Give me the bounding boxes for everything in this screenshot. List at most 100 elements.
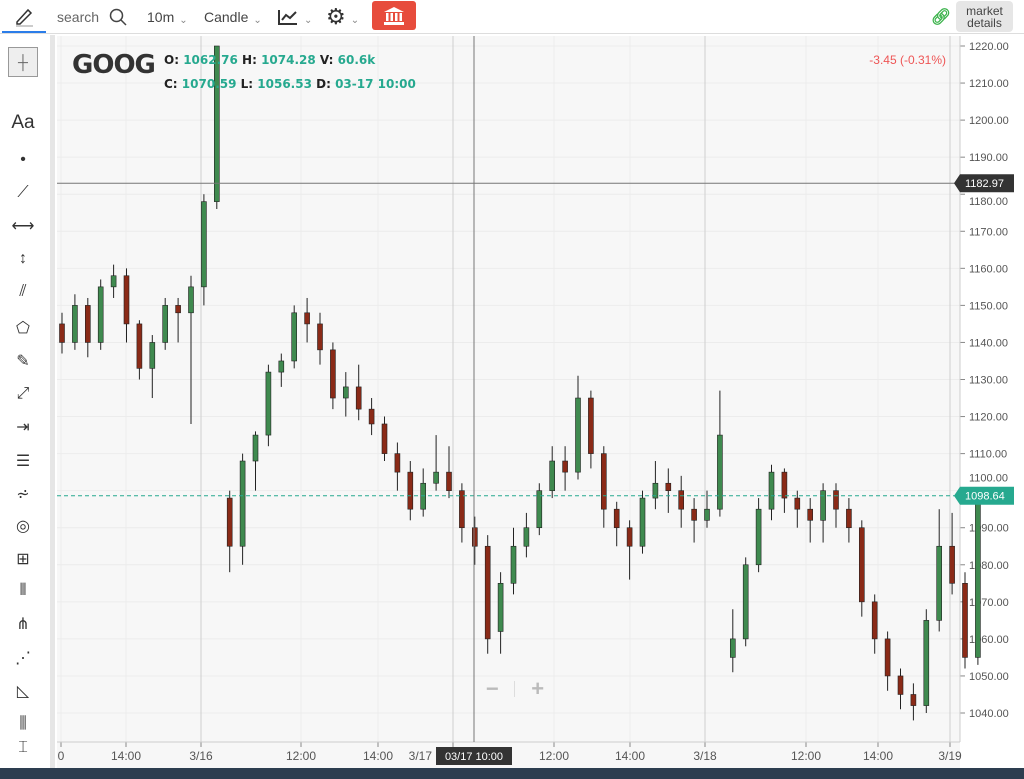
candle-down: [897, 675, 904, 695]
polyline-icon[interactable]: ⬠: [16, 320, 30, 337]
horizontal-line-icon[interactable]: ⟷: [11, 218, 35, 235]
candle-up: [510, 545, 517, 584]
interval-dropdown[interactable]: 10m ⌄: [147, 0, 188, 33]
parallel-channel-icon[interactable]: ⫽: [19, 283, 27, 300]
candle-down: [794, 497, 801, 510]
circles-icon[interactable]: ◎: [16, 518, 30, 535]
vertical-line-icon[interactable]: ↕: [19, 250, 27, 267]
x-tick-label: 14:00: [363, 749, 393, 763]
candle-down: [949, 545, 955, 584]
y-tick-label: 1170.00: [969, 226, 1008, 238]
candle-down: [807, 508, 814, 521]
candle-up: [575, 397, 581, 473]
ray-icon[interactable]: ⤢: [16, 385, 30, 402]
pitchfork-icon[interactable]: ⋔: [16, 616, 30, 633]
candle-down: [59, 323, 65, 343]
high-value: 1074.28: [261, 53, 316, 67]
divider: [514, 681, 516, 697]
chevron-down-icon: ⌄: [253, 15, 262, 26]
close-value: 1070.59: [181, 77, 237, 91]
chevron-down-icon: ⌄: [179, 15, 188, 26]
crosshair-price-badge: [954, 174, 1014, 193]
x-tick-label: 0: [58, 749, 65, 763]
candle-down: [123, 275, 130, 325]
gann-box-icon[interactable]: ⊞: [16, 551, 30, 568]
candle-up: [704, 508, 710, 521]
x-tick-label: 14:00: [615, 749, 645, 763]
horizontal-lines-icon[interactable]: ☰: [15, 453, 31, 470]
chart-area[interactable]: 1040.00 1050.00 1060.00 1070.00 1080.00 1090.…: [57, 36, 1018, 768]
zoom-in-button[interactable]: +: [531, 676, 545, 701]
y-tick-label: 1160.00: [969, 263, 1008, 275]
vertical-lines-icon[interactable]: ⦀: [19, 582, 27, 599]
zoom-out-button[interactable]: −: [485, 676, 499, 701]
candle-up: [149, 342, 156, 369]
x-tick-label: 3/16: [189, 749, 213, 763]
price-chart[interactable]: 1040.00 1050.00 1060.00 1070.00 1080.00 1090.…: [57, 36, 1018, 768]
low-value: 1056.53: [257, 77, 312, 91]
candle-up: [162, 305, 168, 343]
crosshair-time-badge: [436, 747, 512, 765]
studies-dropdown[interactable]: ⌄: [277, 0, 312, 33]
crosshair-icon[interactable]: ┼: [8, 47, 38, 77]
price-change: -3.45 (-0.31%): [869, 53, 946, 67]
candle-up: [72, 305, 78, 343]
y-tick-label: 1110.00: [969, 449, 1007, 461]
candle-up: [536, 490, 543, 529]
cycle-lines-icon[interactable]: ⫼: [19, 715, 27, 732]
candle-down: [471, 527, 478, 547]
trend-line-icon[interactable]: ⟋: [17, 184, 29, 201]
candle-up: [214, 45, 220, 202]
candle-up: [265, 371, 272, 436]
x-tick-label: 3/17: [409, 749, 433, 763]
y-tick-label: 1070.00: [969, 597, 1009, 609]
candle-up: [639, 497, 646, 547]
candle-down: [446, 471, 452, 491]
text-icon[interactable]: •: [20, 151, 26, 168]
x-tick-label: 3/18: [693, 749, 717, 763]
price-range-icon[interactable]: ⌶: [18, 739, 28, 756]
candle-down: [330, 349, 336, 399]
symbol: GOOG: [72, 50, 156, 80]
pencil-icon: [16, 8, 33, 26]
close-label: C:: [164, 77, 178, 91]
fib-fan-icon[interactable]: ⩫: [16, 486, 30, 503]
link-icon: 🔗︎: [930, 8, 952, 26]
candle-up: [936, 545, 943, 621]
candle-down: [459, 490, 465, 529]
bank-button[interactable]: [372, 1, 416, 30]
market-details-button[interactable]: market details: [956, 1, 1013, 32]
candle-down: [858, 527, 865, 603]
search-icon: [109, 8, 127, 26]
bank-icon: [384, 6, 404, 25]
draw-tools-tab[interactable]: [2, 0, 46, 33]
candle-up: [820, 490, 826, 521]
candle-down: [136, 323, 143, 369]
drawing-toolbar: ┼ Aa • ⟋ ⟷ ↕ ⫽ ⬠ ✎ ⤢ ⇥ ☰ ⩫ ◎ ⊞ ⦀ ⋔ ⋰ ◺ ⫼ ⌶: [0, 35, 55, 768]
search-box[interactable]: search: [57, 0, 145, 33]
candle-up: [768, 471, 775, 510]
x-tick-label: 14:00: [111, 749, 141, 763]
candle-down: [613, 508, 620, 529]
text-tool[interactable]: Aa: [11, 112, 35, 133]
open-value: 1062.76: [183, 53, 238, 67]
candle-down: [368, 408, 375, 425]
link-button[interactable]: 🔗︎: [930, 0, 952, 33]
candle-down: [665, 482, 672, 491]
volume-value: 60.6k: [337, 53, 376, 67]
chart-type-dropdown[interactable]: Candle ⌄: [204, 0, 262, 33]
candle-down: [871, 601, 878, 640]
triangle-icon[interactable]: ◺: [16, 683, 30, 700]
speed-lines-icon[interactable]: ⋰: [15, 650, 31, 667]
candle-down: [781, 471, 788, 499]
interval-value: 10m: [147, 8, 175, 25]
y-tick-label: 1130.00: [969, 375, 1008, 387]
settings-dropdown[interactable]: ⚙ ⌄: [326, 0, 359, 33]
brush-icon[interactable]: ✎: [16, 353, 30, 370]
y-tick-label: 1120.00: [969, 412, 1008, 424]
y-tick-label: 1090.00: [969, 523, 1009, 535]
measure-icon[interactable]: ⇥: [16, 419, 30, 436]
candle-down: [355, 386, 362, 410]
candle-up: [201, 201, 207, 288]
candle-down: [84, 305, 91, 343]
